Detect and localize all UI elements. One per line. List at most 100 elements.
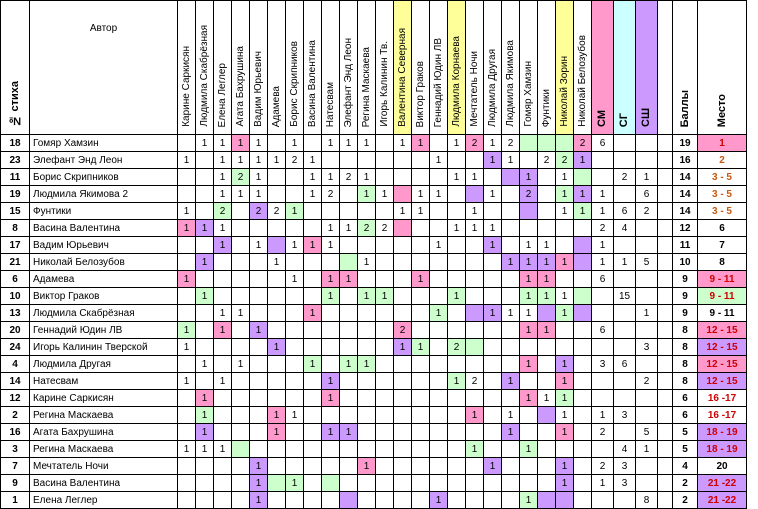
score-cell: 9 [672,287,698,305]
vote-cell [339,389,358,407]
place-cell: 18 - 19 [697,423,747,441]
poem-number: 24 [0,338,30,356]
vote-cell [429,440,448,458]
vote-cell [249,406,268,424]
category-cell: 1 [591,236,614,254]
vote-cell [483,389,502,407]
vote-cell [339,287,358,305]
vote-cell [393,355,412,373]
vote-cell: 1 [555,389,574,407]
vote-cell [339,457,358,475]
voter-name: Элефант Энд Леон [343,37,354,127]
vote-cell [177,236,196,254]
vote-cell [195,185,214,203]
author-name: Борис Скрипников [29,168,178,186]
vote-cell [231,236,250,254]
vote-cell [285,304,304,322]
author-name: Игорь Калинин Тверской [29,338,178,356]
voter-name: Николай Зорин [559,56,570,127]
vote-cell [393,372,412,390]
vote-cell [213,355,232,373]
voter-header: Фунтики [537,0,556,135]
author-name: Регина Маскаева [29,406,178,424]
num-header: № стиха [0,0,30,135]
vote-cell [465,270,484,288]
vote-cell [537,134,556,152]
vote-cell: 1 [249,236,268,254]
author-name: Геннадий Юдин ЛВ [29,321,178,339]
vote-cell [411,406,430,424]
spacer-cell [657,270,673,288]
vote-cell [411,389,430,407]
vote-cell [465,474,484,492]
category-cell: 1 [591,406,614,424]
vote-cell: 1 [303,304,322,322]
vote-cell [249,440,268,458]
vote-cell: 1 [573,202,592,220]
table-row: 21 Николай Белозубов 1 1 1 1 1 1 1 1 1 5 10 8 [0,253,747,271]
table-row: 16 Агата Бахрушина 1 1 1 1 1 1 2 5 5 18 - 19 [0,423,747,441]
vote-cell [213,338,232,356]
category-cell [613,236,636,254]
vote-cell: 1 [555,304,574,322]
vote-cell [447,406,466,424]
vote-cell [249,355,268,373]
vote-cell: 1 [429,185,448,203]
vote-cell: 1 [411,185,430,203]
vote-cell [321,474,340,492]
category-cell: 3 [613,474,636,492]
vote-cell: 1 [357,253,376,271]
category-cell: 2 [591,423,614,441]
category-cell [635,355,658,373]
vote-cell [249,253,268,271]
vote-cell: 2 [213,202,232,220]
table-row: 3 Регина Маскаева 1 1 1 1 1 4 1 5 18 - 19 [0,440,747,458]
vote-cell: 1 [519,389,538,407]
vote-cell [465,457,484,475]
voter-name: Людмила Якимова [505,40,516,127]
vote-cell: 1 [249,185,268,203]
vote-cell: 1 [321,389,340,407]
vote-cell [573,270,592,288]
category-header: СШ [635,0,658,135]
vote-cell [573,253,592,271]
voter-header: Людмила Корнаева [447,0,466,135]
vote-cell: 1 [519,270,538,288]
category-cell [613,151,636,169]
vote-cell: 1 [519,304,538,322]
vote-cell [483,491,502,509]
poem-number: 4 [0,355,30,373]
vote-cell [447,236,466,254]
place-cell: 2 [697,151,747,169]
vote-cell [555,321,574,339]
vote-cell [447,185,466,203]
category-cell [613,423,636,441]
vote-cell [501,389,520,407]
vote-cell [303,372,322,390]
poem-number: 7 [0,457,30,475]
vote-cell [429,134,448,152]
vote-cell: 1 [285,474,304,492]
spacer-cell [657,406,673,424]
poem-number: 8 [0,219,30,237]
vote-cell [501,168,520,186]
vote-cell [519,457,538,475]
vote-cell [573,423,592,441]
category-cell [591,372,614,390]
voter-header: Карине Саркисян [177,0,196,135]
vote-cell [195,236,214,254]
category-cell [635,287,658,305]
vote-cell [411,440,430,458]
category-cell [591,389,614,407]
vote-cell [195,151,214,169]
voter-name: Людмила Скабрёзная [199,25,210,127]
score-cell: 9 [672,304,698,322]
vote-cell: 1 [447,219,466,237]
spacer-cell [657,355,673,373]
vote-cell: 1 [231,355,250,373]
vote-cell [267,372,286,390]
author-name: Агата Бахрушина [29,423,178,441]
vote-cell: 2 [393,321,412,339]
score-cell: 8 [672,338,698,356]
vote-cell: 1 [321,372,340,390]
